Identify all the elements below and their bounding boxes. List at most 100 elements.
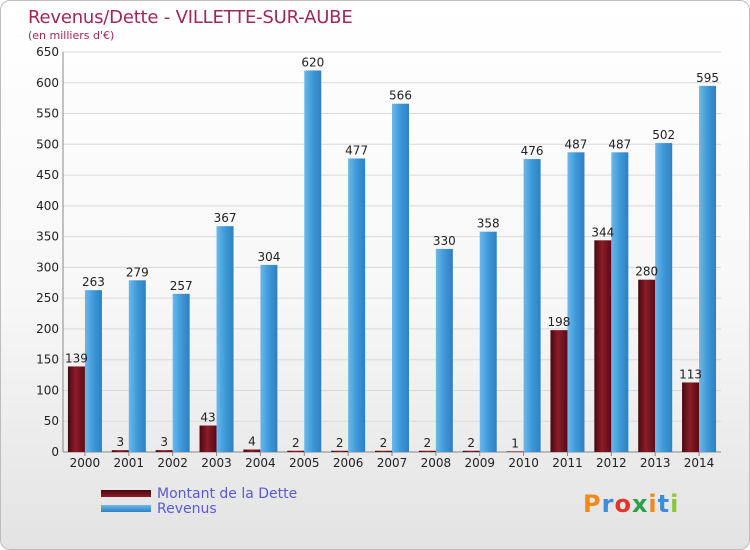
bar-revenue xyxy=(172,293,190,452)
data-label-revenue: 620 xyxy=(301,55,324,69)
legend-label-debt: Montant de la Dette xyxy=(157,486,298,502)
bar-revenue xyxy=(479,231,497,452)
data-label-debt: 198 xyxy=(548,315,571,329)
y-tick-label: 500 xyxy=(36,137,59,151)
bar-debt xyxy=(682,382,700,452)
bar-revenue xyxy=(699,85,717,452)
data-label-revenue: 595 xyxy=(696,71,719,85)
bar-debt xyxy=(155,450,173,452)
bar-debt xyxy=(506,451,524,452)
bar-revenue xyxy=(523,159,541,453)
bar-debt xyxy=(375,450,392,452)
data-labels: 139 263 3 279 3 257 43 367 4 304 2 620 2 477 2 566 2 330 2… xyxy=(65,55,719,450)
y-axis-ticks: 0 50 100 150 200 250 300 350 400 450 500 550 600 650 xyxy=(36,45,59,459)
bar-revenue xyxy=(392,103,409,452)
bar-debt xyxy=(199,425,217,452)
y-tick-label: 600 xyxy=(36,76,59,90)
y-tick-label: 150 xyxy=(36,353,59,367)
data-label-debt: 4 xyxy=(248,435,256,449)
data-label-revenue: 476 xyxy=(521,144,544,158)
y-tick-label: 400 xyxy=(36,199,59,213)
data-label-revenue: 477 xyxy=(345,143,368,157)
chart-subtitle: (en milliers d'€) xyxy=(28,29,115,42)
data-label-debt: 344 xyxy=(591,225,614,239)
data-label-revenue: 367 xyxy=(214,211,237,225)
data-label-revenue: 487 xyxy=(608,137,631,151)
x-tick-label: 2010 xyxy=(508,456,539,470)
data-label-revenue: 257 xyxy=(170,279,193,293)
x-axis-ticks: 2000 2001 2002 2003 2004 2005 2006 2007 2008 2009… xyxy=(70,452,715,470)
data-label-debt: 113 xyxy=(679,367,702,381)
y-tick-label: 0 xyxy=(51,445,59,459)
x-tick-label: 2008 xyxy=(421,456,452,470)
data-label-debt: 2 xyxy=(336,436,344,450)
x-tick-label: 2014 xyxy=(684,456,715,470)
data-label-debt: 2 xyxy=(424,436,432,450)
y-tick-label: 250 xyxy=(36,291,59,305)
bar-debt xyxy=(243,449,261,452)
data-label-debt: 3 xyxy=(160,435,168,449)
bar-revenue xyxy=(216,226,234,452)
y-tick-label: 300 xyxy=(36,260,59,274)
bar-debt xyxy=(638,279,656,452)
data-label-debt: 43 xyxy=(200,411,215,425)
bar-debt xyxy=(462,450,480,452)
chart-title: Revenus/Dette - VILLETTE-SUR-AUBE xyxy=(28,7,353,28)
legend-swatch-debt xyxy=(101,490,151,497)
x-tick-label: 2013 xyxy=(640,456,671,470)
x-tick-label: 2000 xyxy=(70,456,101,470)
bar-debt xyxy=(331,450,349,452)
y-tick-label: 450 xyxy=(36,168,59,182)
proxiti-logo: Proxiti xyxy=(583,490,680,518)
bar-revenue xyxy=(611,152,629,453)
data-label-revenue: 502 xyxy=(652,128,675,142)
data-label-revenue: 358 xyxy=(477,217,500,231)
y-tick-label: 650 xyxy=(36,45,59,59)
bar-revenue xyxy=(84,290,102,452)
data-label-revenue: 487 xyxy=(565,137,588,151)
x-tick-label: 2009 xyxy=(464,456,495,470)
bar-revenue xyxy=(260,264,278,452)
y-tick-label: 100 xyxy=(36,383,59,397)
data-label-revenue: 330 xyxy=(433,234,456,248)
x-tick-label: 2001 xyxy=(114,456,145,470)
x-tick-label: 2003 xyxy=(201,456,232,470)
data-label-revenue: 263 xyxy=(82,275,105,289)
x-tick-label: 2011 xyxy=(552,456,583,470)
bar-revenue xyxy=(304,70,322,452)
data-label-debt: 1 xyxy=(511,436,519,450)
y-tick-label: 550 xyxy=(36,107,59,121)
bar-debt xyxy=(67,366,85,452)
bar-revenue xyxy=(567,152,585,453)
y-tick-label: 200 xyxy=(36,322,59,336)
bar-debt xyxy=(111,450,129,452)
x-tick-label: 2007 xyxy=(377,456,408,470)
y-tick-label: 50 xyxy=(44,414,59,428)
bar-revenue xyxy=(435,248,453,452)
data-label-debt: 2 xyxy=(467,436,475,450)
data-label-revenue: 566 xyxy=(389,89,412,103)
data-label-debt: 2 xyxy=(380,436,388,450)
x-tick-label: 2002 xyxy=(157,456,188,470)
data-label-debt: 139 xyxy=(65,351,88,365)
x-tick-label: 2006 xyxy=(333,456,364,470)
data-label-debt: 2 xyxy=(292,436,300,450)
bar-revenue xyxy=(128,280,146,452)
bar-debt xyxy=(287,450,305,452)
bar-revenue xyxy=(655,143,673,453)
bars xyxy=(67,70,717,453)
y-tick-label: 350 xyxy=(36,230,59,244)
data-label-debt: 280 xyxy=(635,265,658,279)
bar-debt xyxy=(418,450,436,452)
bar-revenue xyxy=(348,158,366,452)
data-label-debt: 3 xyxy=(116,435,124,449)
bar-debt xyxy=(550,330,568,452)
x-tick-label: 2004 xyxy=(245,456,276,470)
x-tick-label: 2005 xyxy=(289,456,320,470)
data-label-revenue: 304 xyxy=(257,250,280,264)
bar-debt xyxy=(594,240,612,452)
x-tick-label: 2012 xyxy=(596,456,627,470)
data-label-revenue: 279 xyxy=(126,265,149,279)
legend-swatch-revenue xyxy=(101,505,151,512)
